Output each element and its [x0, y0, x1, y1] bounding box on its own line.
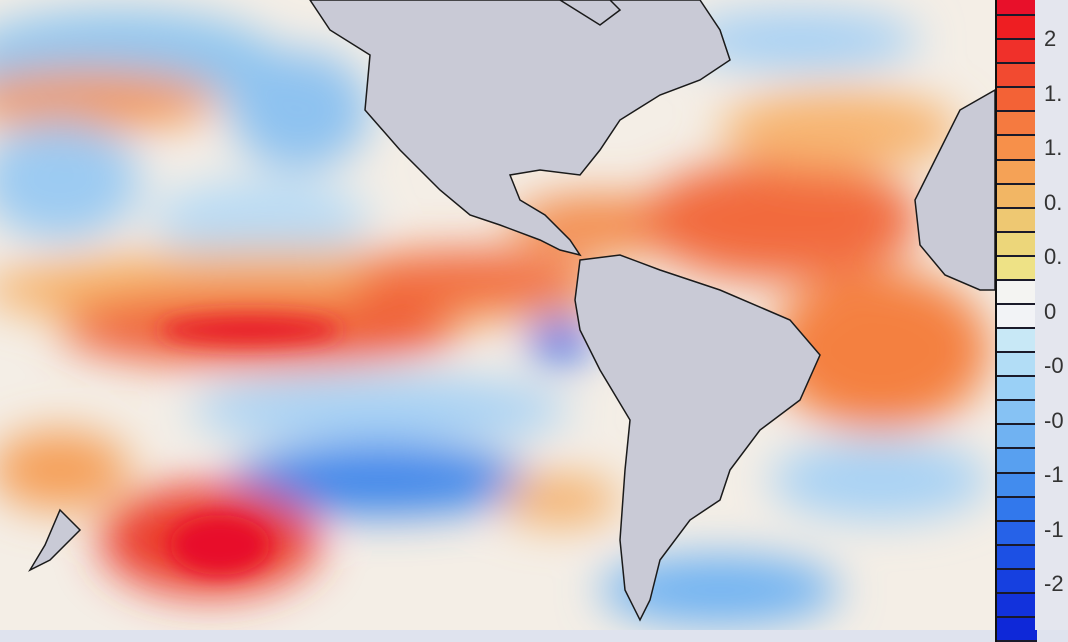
colorbar-label: 1. — [1044, 135, 1063, 160]
colorbar-bin — [997, 329, 1037, 354]
colorbar-label: -0 — [1044, 407, 1064, 433]
colorbar-bin — [997, 184, 1037, 209]
north-america — [309, 0, 731, 257]
colorbar-bin — [997, 280, 1037, 306]
colorbar-label: 0. — [1044, 244, 1063, 269]
colorbar-bin — [997, 0, 1037, 17]
colorbar-bin — [997, 425, 1037, 450]
colorbar-bin — [997, 64, 1037, 89]
colorbar-bin — [997, 353, 1037, 378]
colorbar-label: 1. — [1044, 80, 1063, 106]
colorbar-bin — [997, 569, 1037, 594]
colorbar-bin — [997, 16, 1037, 41]
colorbar-bin — [997, 136, 1037, 161]
colorbar-label: -1 — [1044, 462, 1064, 487]
colorbar-label: -0 — [1044, 353, 1064, 378]
colorbar-bin — [997, 593, 1037, 619]
colorbar-bin — [997, 256, 1037, 281]
colorbar-bin — [997, 473, 1037, 498]
colorbar-bin — [997, 618, 1037, 642]
south-america — [574, 254, 821, 622]
colorbar-label: 0. — [1044, 189, 1063, 215]
colorbar — [995, 0, 1037, 642]
colorbar-bin — [997, 232, 1037, 257]
colorbar-bin — [997, 208, 1037, 233]
colorbar-label: 0 — [1044, 298, 1057, 324]
colorbar-bin — [997, 521, 1037, 546]
colorbar-label: -2 — [1044, 571, 1064, 596]
colorbar-bin — [997, 40, 1037, 65]
colorbar-bin — [997, 160, 1037, 185]
new-zealand — [28, 508, 82, 572]
landmasses — [28, 0, 995, 622]
colorbar-bin — [997, 377, 1037, 402]
colorbar-labels: 2 1. 1. 0. 0. 0 -0 -0 -1 -1 -2 — [1035, 0, 1068, 630]
greenland-edge — [558, 0, 622, 26]
sea-surface-temperature-anomaly-map — [0, 0, 995, 630]
colorbar-bin — [997, 545, 1037, 570]
anomaly-field — [0, 10, 990, 625]
colorbar-label: 2 — [1044, 26, 1057, 51]
colorbar-bin — [997, 112, 1037, 137]
colorbar-bin — [997, 497, 1037, 522]
west-africa — [914, 89, 995, 291]
colorbar-bin — [997, 449, 1037, 474]
colorbar-bin — [997, 88, 1037, 113]
colorbar-bin — [997, 401, 1037, 426]
colorbar-bin — [997, 305, 1037, 330]
colorbar-label: -1 — [1044, 516, 1064, 542]
